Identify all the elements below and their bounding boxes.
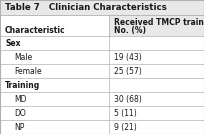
Bar: [0, 78, 109, 92]
Text: Male: Male: [14, 53, 32, 62]
Bar: [0, 92, 109, 106]
Text: NP: NP: [14, 122, 25, 131]
Text: MD: MD: [14, 95, 27, 104]
Text: No. (%): No. (%): [114, 26, 146, 35]
Text: 30 (68): 30 (68): [114, 95, 142, 104]
Text: 5 (11): 5 (11): [114, 109, 137, 118]
Bar: [0, 120, 109, 134]
Bar: [0, 64, 109, 78]
Text: 25 (57): 25 (57): [114, 67, 142, 76]
Text: 19 (43): 19 (43): [114, 53, 142, 62]
Bar: [109, 15, 204, 36]
Bar: [109, 78, 204, 92]
Bar: [0, 50, 109, 64]
Bar: [109, 64, 204, 78]
Text: Sex: Sex: [5, 39, 21, 48]
Bar: [109, 106, 204, 120]
Text: 9 (21): 9 (21): [114, 122, 137, 131]
Bar: [109, 50, 204, 64]
Bar: [0, 15, 109, 36]
Text: Training: Training: [5, 81, 40, 90]
Bar: [109, 92, 204, 106]
Bar: [0, 106, 109, 120]
Text: DO: DO: [14, 109, 26, 118]
Text: Characteristic: Characteristic: [5, 27, 66, 36]
Bar: [0, 0, 204, 15]
Bar: [0, 36, 109, 50]
Bar: [109, 120, 204, 134]
Text: Received TMCP training (n = 44: Received TMCP training (n = 44: [114, 18, 204, 27]
Bar: [109, 36, 204, 50]
Text: Table 7   Clinician Characteristics: Table 7 Clinician Characteristics: [5, 3, 167, 12]
Text: Female: Female: [14, 67, 42, 76]
